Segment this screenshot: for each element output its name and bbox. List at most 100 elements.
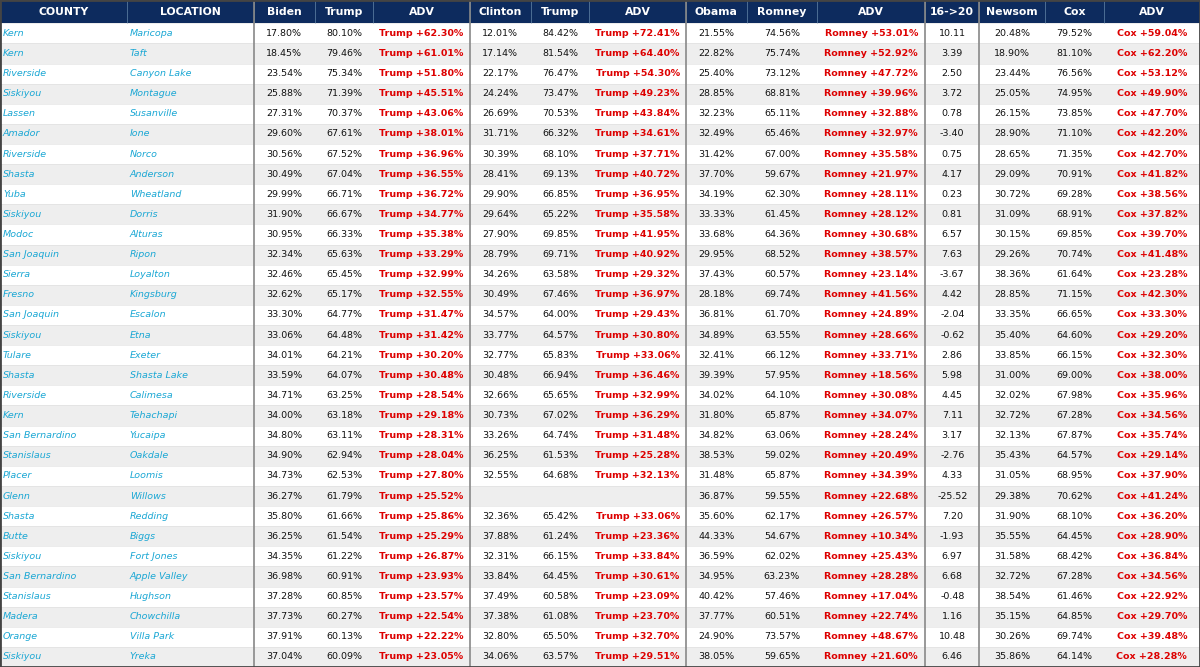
Text: Ripon: Ripon (130, 250, 157, 259)
Text: 64.14%: 64.14% (1056, 652, 1092, 662)
Text: Siskiyou: Siskiyou (2, 652, 42, 662)
Text: Loomis: Loomis (130, 472, 163, 480)
Text: Trump +49.23%: Trump +49.23% (595, 89, 679, 98)
Text: 36.27%: 36.27% (266, 492, 302, 500)
Text: 29.60%: 29.60% (266, 129, 302, 139)
Text: Trump +32.99%: Trump +32.99% (379, 270, 463, 279)
Bar (0, 607, 1200, 627)
Bar (0, 446, 1200, 466)
Text: 31.90%: 31.90% (266, 210, 302, 219)
Text: Clinton: Clinton (479, 7, 522, 17)
Text: Romney +21.60%: Romney +21.60% (824, 652, 918, 662)
Bar (0, 0, 1200, 23)
Text: 64.21%: 64.21% (326, 351, 362, 360)
Text: 34.90%: 34.90% (266, 452, 302, 460)
Text: Trump +36.96%: Trump +36.96% (379, 149, 463, 159)
Text: Romney +52.92%: Romney +52.92% (824, 49, 918, 58)
Text: Biggs: Biggs (130, 532, 156, 541)
Text: 31.71%: 31.71% (482, 129, 518, 139)
Text: Romney +34.39%: Romney +34.39% (824, 472, 918, 480)
Text: Loyalton: Loyalton (130, 270, 170, 279)
Text: 31.00%: 31.00% (994, 371, 1030, 380)
Text: Escalon: Escalon (130, 310, 167, 319)
Text: 3.17: 3.17 (942, 431, 962, 440)
Text: 62.02%: 62.02% (764, 552, 800, 561)
Text: 7.20: 7.20 (942, 512, 962, 521)
Text: 64.57%: 64.57% (1056, 452, 1092, 460)
Text: -25.52: -25.52 (937, 492, 967, 500)
Text: Trump: Trump (541, 7, 580, 17)
Text: 65.11%: 65.11% (764, 109, 800, 118)
Text: Cox +39.70%: Cox +39.70% (1117, 230, 1187, 239)
Bar (0, 586, 1200, 607)
Text: Trump +36.29%: Trump +36.29% (595, 411, 679, 420)
Text: 66.85%: 66.85% (542, 190, 578, 199)
Text: Cox +35.96%: Cox +35.96% (1117, 391, 1187, 400)
Text: Oakdale: Oakdale (130, 452, 169, 460)
Text: 37.70%: 37.70% (698, 169, 734, 179)
Text: 31.58%: 31.58% (994, 552, 1030, 561)
Text: 68.95%: 68.95% (1056, 472, 1092, 480)
Text: Ione: Ione (130, 129, 150, 139)
Text: 61.45%: 61.45% (764, 210, 800, 219)
Text: Riverside: Riverside (2, 149, 47, 159)
Text: Cox +62.20%: Cox +62.20% (1117, 49, 1187, 58)
Text: 36.81%: 36.81% (698, 310, 734, 319)
Text: 73.47%: 73.47% (542, 89, 578, 98)
Text: 38.05%: 38.05% (698, 652, 734, 662)
Text: Romney +38.57%: Romney +38.57% (824, 250, 918, 259)
Text: Trump +43.06%: Trump +43.06% (379, 109, 463, 118)
Text: Romney +21.97%: Romney +21.97% (824, 169, 918, 179)
Text: 61.46%: 61.46% (1056, 592, 1092, 601)
Text: 66.12%: 66.12% (764, 351, 800, 360)
Text: Fresno: Fresno (2, 290, 35, 299)
Text: 4.45: 4.45 (942, 391, 962, 400)
Text: 63.18%: 63.18% (326, 411, 362, 420)
Text: ADV: ADV (858, 7, 884, 17)
Text: 30.73%: 30.73% (482, 411, 518, 420)
Text: 74.95%: 74.95% (1056, 89, 1092, 98)
Text: Trump +36.95%: Trump +36.95% (595, 190, 679, 199)
Text: 26.69%: 26.69% (482, 109, 518, 118)
Bar (0, 345, 1200, 366)
Text: 6.57: 6.57 (942, 230, 962, 239)
Bar (0, 546, 1200, 566)
Text: Lassen: Lassen (2, 109, 36, 118)
Bar (0, 627, 1200, 647)
Text: Romney: Romney (757, 7, 806, 17)
Text: 30.56%: 30.56% (266, 149, 302, 159)
Text: Trump +25.52%: Trump +25.52% (379, 492, 463, 500)
Text: 32.46%: 32.46% (266, 270, 302, 279)
Text: 63.57%: 63.57% (542, 652, 578, 662)
Text: 69.71%: 69.71% (542, 250, 578, 259)
Text: Riverside: Riverside (2, 391, 47, 400)
Text: Orange: Orange (2, 632, 38, 642)
Text: Trump +31.42%: Trump +31.42% (379, 331, 463, 340)
Text: 20.48%: 20.48% (994, 29, 1030, 38)
Text: 37.38%: 37.38% (482, 612, 518, 621)
Text: Cox +49.90%: Cox +49.90% (1117, 89, 1187, 98)
Text: 34.73%: 34.73% (266, 472, 302, 480)
Text: Siskiyou: Siskiyou (2, 89, 42, 98)
Text: 30.95%: 30.95% (266, 230, 302, 239)
Text: 40.42%: 40.42% (698, 592, 734, 601)
Text: 0.78: 0.78 (942, 109, 962, 118)
Bar (0, 204, 1200, 225)
Text: 84.42%: 84.42% (542, 29, 578, 38)
Text: Modoc: Modoc (2, 230, 35, 239)
Text: 17.14%: 17.14% (482, 49, 518, 58)
Text: Villa Park: Villa Park (130, 632, 174, 642)
Text: Sierra: Sierra (2, 270, 31, 279)
Text: Romney +28.12%: Romney +28.12% (824, 210, 918, 219)
Text: 32.77%: 32.77% (482, 351, 518, 360)
Text: 67.04%: 67.04% (326, 169, 362, 179)
Text: Romney +22.74%: Romney +22.74% (824, 612, 918, 621)
Text: 65.42%: 65.42% (542, 512, 578, 521)
Text: Romney +48.67%: Romney +48.67% (824, 632, 918, 642)
Text: 64.85%: 64.85% (1056, 612, 1092, 621)
Text: 59.55%: 59.55% (764, 492, 800, 500)
Text: LOCATION: LOCATION (160, 7, 221, 17)
Text: 32.66%: 32.66% (482, 391, 518, 400)
Text: 67.46%: 67.46% (542, 290, 578, 299)
Text: 29.90%: 29.90% (482, 190, 518, 199)
